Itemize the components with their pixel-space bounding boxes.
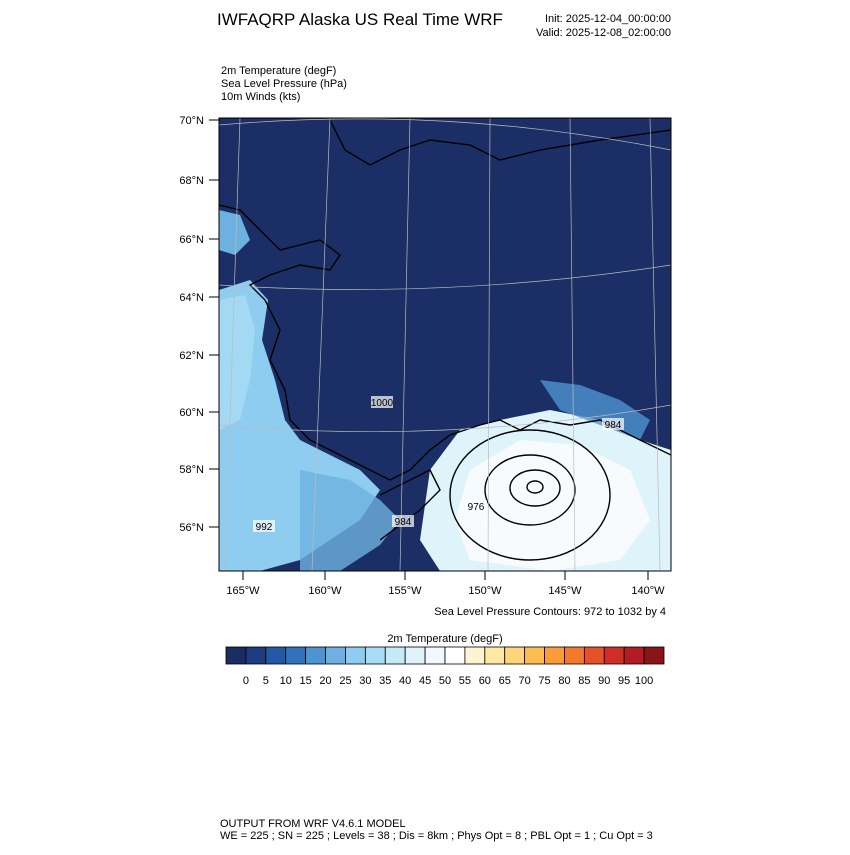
lat-label: 66°N: [179, 234, 204, 246]
colorbar-box: [544, 646, 565, 665]
colorbar-box: [245, 646, 267, 665]
lon-label: 145°W: [548, 585, 582, 597]
colorbar-label: 30: [359, 675, 371, 687]
init-time: Init: 2025-12-04_00:00:00: [545, 13, 671, 25]
colorbar-label: 25: [339, 675, 351, 687]
contour-label-box: [392, 515, 414, 527]
colorbar-box: [225, 646, 247, 665]
colorbar-box: [623, 646, 645, 665]
colorbar-box: [444, 646, 466, 665]
colorbar-box: [384, 646, 406, 665]
colorbar-box: [345, 646, 366, 665]
colorbar-box: [424, 646, 446, 665]
colorbar-box: [603, 646, 625, 665]
colorbar-box: [504, 646, 526, 665]
colorbar-box: [484, 646, 506, 665]
lon-label: 155°W: [388, 585, 422, 597]
colorbar-box: [305, 646, 326, 665]
colorbar-label: 55: [459, 675, 471, 687]
graticule: [219, 118, 671, 571]
colorbar-box: [265, 646, 287, 665]
field-label: Sea Level Pressure (hPa): [221, 78, 347, 90]
colorbar-label: 45: [419, 675, 431, 687]
lat-label: 58°N: [179, 464, 204, 476]
lat-label: 70°N: [179, 115, 204, 127]
colorbar-label: 35: [379, 675, 391, 687]
lon-label: 160°W: [308, 585, 342, 597]
colorbar-label: 20: [319, 675, 331, 687]
colorbar-label: 75: [538, 675, 550, 687]
colorbar-label: 85: [578, 675, 590, 687]
lat-label: 56°N: [179, 522, 204, 534]
colorbar-label: 15: [300, 675, 312, 687]
valid-time: Valid: 2025-12-08_02:00:00: [536, 27, 671, 39]
contour-label: 984: [395, 517, 412, 528]
title: IWFAQRP Alaska US Real Time WRF: [217, 10, 503, 29]
contour-label-box: [602, 418, 624, 430]
lon-label: 165°W: [226, 585, 260, 597]
footer: OUTPUT FROM WRF V4.6.1 MODEL: [220, 818, 406, 830]
lat-label: 64°N: [179, 292, 204, 304]
contour-label: 1000: [371, 398, 394, 409]
contour-note: Sea Level Pressure Contours: 972 to 1032…: [434, 606, 666, 618]
colorbar-label: 60: [479, 675, 491, 687]
colorbar-label: 40: [399, 675, 411, 687]
colorbar-box: [285, 646, 307, 665]
field-label: 2m Temperature (degF): [221, 65, 336, 77]
colorbar-label: 70: [519, 675, 531, 687]
colorbar-label: 65: [499, 675, 511, 687]
colorbar-box: [404, 646, 426, 665]
lon-label: 140°W: [631, 585, 665, 597]
colorbar-label: 50: [439, 675, 451, 687]
colorbar-label: 90: [598, 675, 610, 687]
map: [219, 118, 671, 571]
map-frame: [218, 117, 672, 572]
contour-label-box: [253, 520, 275, 532]
colorbar-label: 100: [635, 675, 653, 687]
lat-label: 62°N: [179, 350, 204, 362]
colorbar-label: 80: [558, 675, 570, 687]
colorbar-title: 2m Temperature (degF): [387, 633, 502, 645]
footer: WE = 225 ; SN = 225 ; Levels = 38 ; Dis …: [220, 830, 653, 842]
colorbar-label: 0: [243, 675, 249, 687]
colorbar-box: [325, 646, 346, 665]
colorbar-box: [524, 646, 545, 665]
contour-label-box: [465, 500, 487, 512]
colorbar-label: 10: [280, 675, 292, 687]
colorbar-label: 95: [618, 675, 630, 687]
colorbar-box: [364, 646, 386, 665]
colorbar-box: [643, 646, 665, 665]
colorbar-box: [564, 646, 585, 665]
contour-label-box: [371, 396, 393, 408]
lat-label: 68°N: [179, 175, 204, 187]
contour-label: 992: [256, 522, 273, 533]
colorbar-label: 5: [263, 675, 269, 687]
colorbar-box: [583, 646, 605, 665]
colorbar-box: [464, 646, 486, 665]
lon-label: 150°W: [468, 585, 502, 597]
field-label: 10m Winds (kts): [221, 91, 300, 103]
contour-label: 976: [468, 502, 485, 513]
lat-label: 60°N: [179, 407, 204, 419]
contour-label: 984: [605, 420, 622, 431]
